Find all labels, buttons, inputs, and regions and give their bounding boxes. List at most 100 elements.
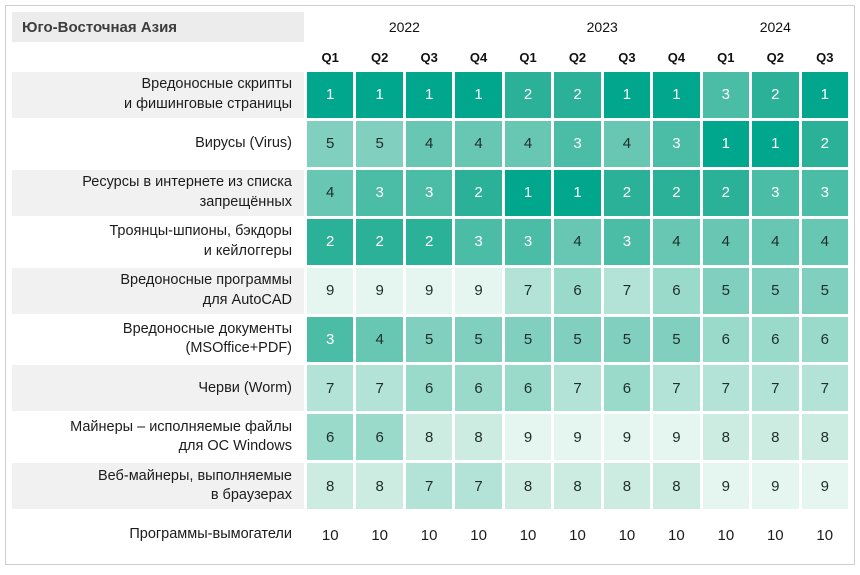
rank-cell: 6 [504,365,552,412]
row-label: Троянцы-шпионы, бэкдоры и кейлоггеры [12,218,304,265]
rank-cell: 8 [801,414,848,461]
rank-cell: 7 [801,365,848,412]
rank-cell: 4 [603,120,651,167]
rank-cell: 8 [504,463,552,510]
rank-cell: 5 [504,316,552,363]
row-label: Черви (Worm) [12,365,304,412]
rank-cell: 6 [307,414,354,461]
rank-cell: 9 [356,267,403,314]
rank-cell: 3 [405,169,453,216]
rank-cell: 5 [405,316,453,363]
rank-cell: 1 [653,72,700,118]
quarter-label: Q4 [469,49,488,65]
ranking-heatmap-panel: Юго-Восточная Азия 2022 2023 2024 Q1 Q2 Q3… [5,5,855,565]
rank-cell: 1 [554,169,601,216]
rank-cell: 9 [653,414,700,461]
rank-cell: 4 [504,120,552,167]
rank-cell: 10 [356,512,403,558]
rank-cell: 2 [653,169,700,216]
rank-cell: 9 [405,267,453,314]
rank-cell: 10 [702,512,750,558]
rank-cell: 4 [455,120,502,167]
quarter-label: Q3 [618,49,636,65]
rank-cell: 8 [702,414,750,461]
rank-cell: 2 [801,120,848,167]
rank-cell: 2 [702,169,750,216]
rank-cell: 6 [356,414,403,461]
rank-cell: 3 [554,120,601,167]
rank-cell: 5 [554,316,601,363]
rank-cell: 1 [801,72,848,118]
row-label: Программы-вымогатели [12,512,304,558]
row-label: Ресурсы в интернете из списка запрещённы… [12,169,304,216]
row-label: Вирусы (Virus) [12,120,304,167]
rank-cell: 3 [653,120,700,167]
rank-cell: 4 [653,218,700,265]
rank-cell: 6 [405,365,453,412]
rank-cell: 9 [752,463,799,510]
rank-cell: 3 [752,169,799,216]
rank-cell: 5 [455,316,502,363]
rank-cell: 7 [356,365,403,412]
rank-cell: 4 [702,218,750,265]
rank-cell: 10 [603,512,651,558]
row-label: Майнеры – исполняемые файлы для ОС Windo… [12,414,304,461]
row-label: Вредоносные документы (MSOffice+PDF) [12,316,304,363]
rank-cell: 6 [752,316,799,363]
rank-cell: 2 [603,169,651,216]
rank-cell: 3 [702,72,750,118]
rank-cell: 9 [702,463,750,510]
rank-cell: 1 [455,72,502,118]
rank-cell: 3 [455,218,502,265]
rank-cell: 1 [603,72,651,118]
quarter-label: Q2 [766,49,784,65]
rank-cell: 9 [603,414,651,461]
rank-cell: 2 [356,218,403,265]
rank-cell: 1 [504,169,552,216]
heatmap-grid: Юго-Восточная Азия 2022 2023 2024 Q1 Q2 Q3… [12,12,848,558]
rank-cell: 6 [455,365,502,412]
rank-cell: 8 [307,463,354,510]
quarter-label: Q3 [420,49,438,65]
quarter-label: Q1 [321,49,339,65]
rank-cell: 8 [653,463,700,510]
rank-cell: 9 [455,267,502,314]
rank-cell: 1 [702,120,750,167]
row-label: Вредоносные скрипты и фишинговые страниц… [12,72,304,118]
rank-cell: 10 [752,512,799,558]
quarter-label: Q4 [667,49,686,65]
rank-cell: 10 [307,512,354,558]
rank-cell: 9 [307,267,354,314]
rank-cell: 2 [455,169,502,216]
rank-cell: 3 [307,316,354,363]
rank-cell: 1 [356,72,403,118]
rank-cell: 5 [356,120,403,167]
rank-cell: 2 [504,72,552,118]
quarter-label: Q1 [519,49,537,65]
rank-cell: 8 [455,414,502,461]
rank-cell: 10 [455,512,502,558]
rank-cell: 9 [554,414,601,461]
rank-cell: 4 [405,120,453,167]
row-label: Вредоносные программы для AutoCAD [12,267,304,314]
rank-cell: 7 [554,365,601,412]
year-header-2022: 2022 [388,19,420,35]
rank-cell: 2 [752,72,799,118]
rank-cell: 8 [554,463,601,510]
rank-cell: 2 [405,218,453,265]
year-header-2023: 2023 [586,19,618,35]
rank-cell: 10 [405,512,453,558]
region-title: Юго-Восточная Азия [12,12,304,42]
rank-cell: 2 [554,72,601,118]
rank-cell: 4 [752,218,799,265]
rank-cell: 6 [702,316,750,363]
rank-cell: 5 [752,267,799,314]
rank-cell: 3 [356,169,403,216]
rank-cell: 3 [603,218,651,265]
rank-cell: 3 [504,218,552,265]
year-header-2024: 2024 [759,19,791,35]
rank-cell: 5 [603,316,651,363]
rank-cell: 8 [603,463,651,510]
rank-cell: 10 [554,512,601,558]
rank-cell: 9 [801,463,848,510]
